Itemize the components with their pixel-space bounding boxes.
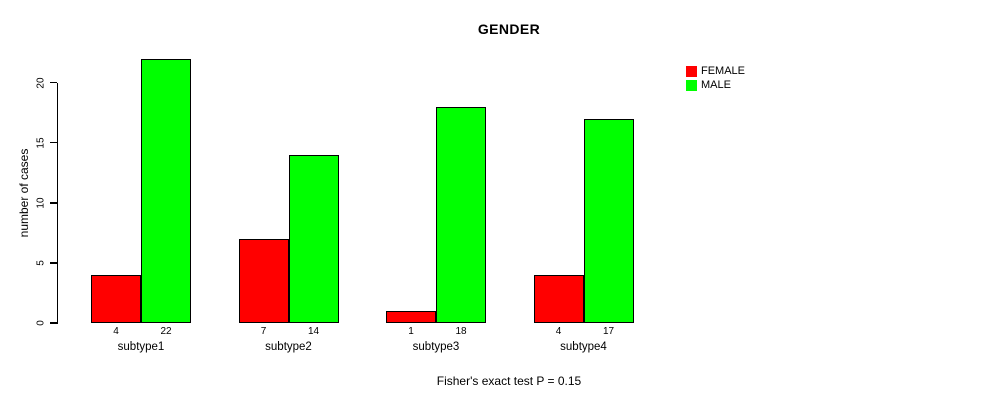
y-axis-tick	[49, 202, 57, 204]
bar-male-subtype1	[141, 58, 191, 323]
bar-female-subtype2	[238, 238, 289, 323]
y-axis-tick	[49, 141, 57, 144]
bar-value-label-female-subtype4: 4	[555, 326, 562, 337]
y-axis-label: number of cases	[17, 148, 31, 238]
legend-label-male: MALE	[701, 78, 731, 91]
bar-value-label-male-subtype1: 22	[160, 326, 172, 337]
bar-value-label-female-subtype1: 4	[113, 326, 119, 337]
category-label-subtype1: subtype1	[117, 341, 165, 353]
y-axis-tick	[49, 262, 57, 264]
bar-male-subtype4	[583, 118, 634, 323]
bar-value-label-male-subtype3: 18	[455, 326, 467, 337]
legend-swatch-female-icon	[686, 66, 697, 77]
y-axis-tick	[49, 81, 57, 84]
bar-male-subtype2	[288, 154, 339, 323]
bar-female-subtype4	[533, 274, 584, 323]
bar-female-subtype1	[91, 274, 141, 323]
category-label-subtype3: subtype3	[412, 341, 460, 353]
caption-fishers-test: Fisher's exact test P = 0.15	[436, 374, 582, 388]
chart-title: GENDER	[477, 21, 541, 37]
category-label-subtype4: subtype4	[560, 341, 607, 353]
y-tick-label: 20	[35, 77, 47, 89]
y-tick-label: 0	[35, 320, 47, 326]
y-tick-label: 10	[35, 197, 47, 209]
y-tick-label: 15	[35, 137, 47, 149]
y-tick-label: 5	[35, 260, 47, 266]
bar-value-label-male-subtype4: 17	[602, 326, 615, 337]
bar-male-subtype3	[436, 106, 486, 323]
bar-value-label-female-subtype3: 1	[408, 326, 414, 337]
legend-item-female: FEMALE	[686, 66, 745, 77]
y-axis-tick	[49, 322, 57, 324]
category-label-subtype2: subtype2	[265, 341, 312, 353]
legend-item-male: MALE	[686, 78, 745, 91]
legend: FEMALE MALE	[686, 66, 745, 93]
bar-female-subtype3	[386, 310, 436, 323]
legend-swatch-male-icon	[686, 79, 697, 91]
bar-value-label-female-subtype2: 7	[260, 326, 267, 337]
legend-label-female: FEMALE	[701, 65, 746, 77]
bar-value-label-male-subtype2: 14	[307, 326, 320, 337]
y-axis-line	[56, 82, 58, 325]
